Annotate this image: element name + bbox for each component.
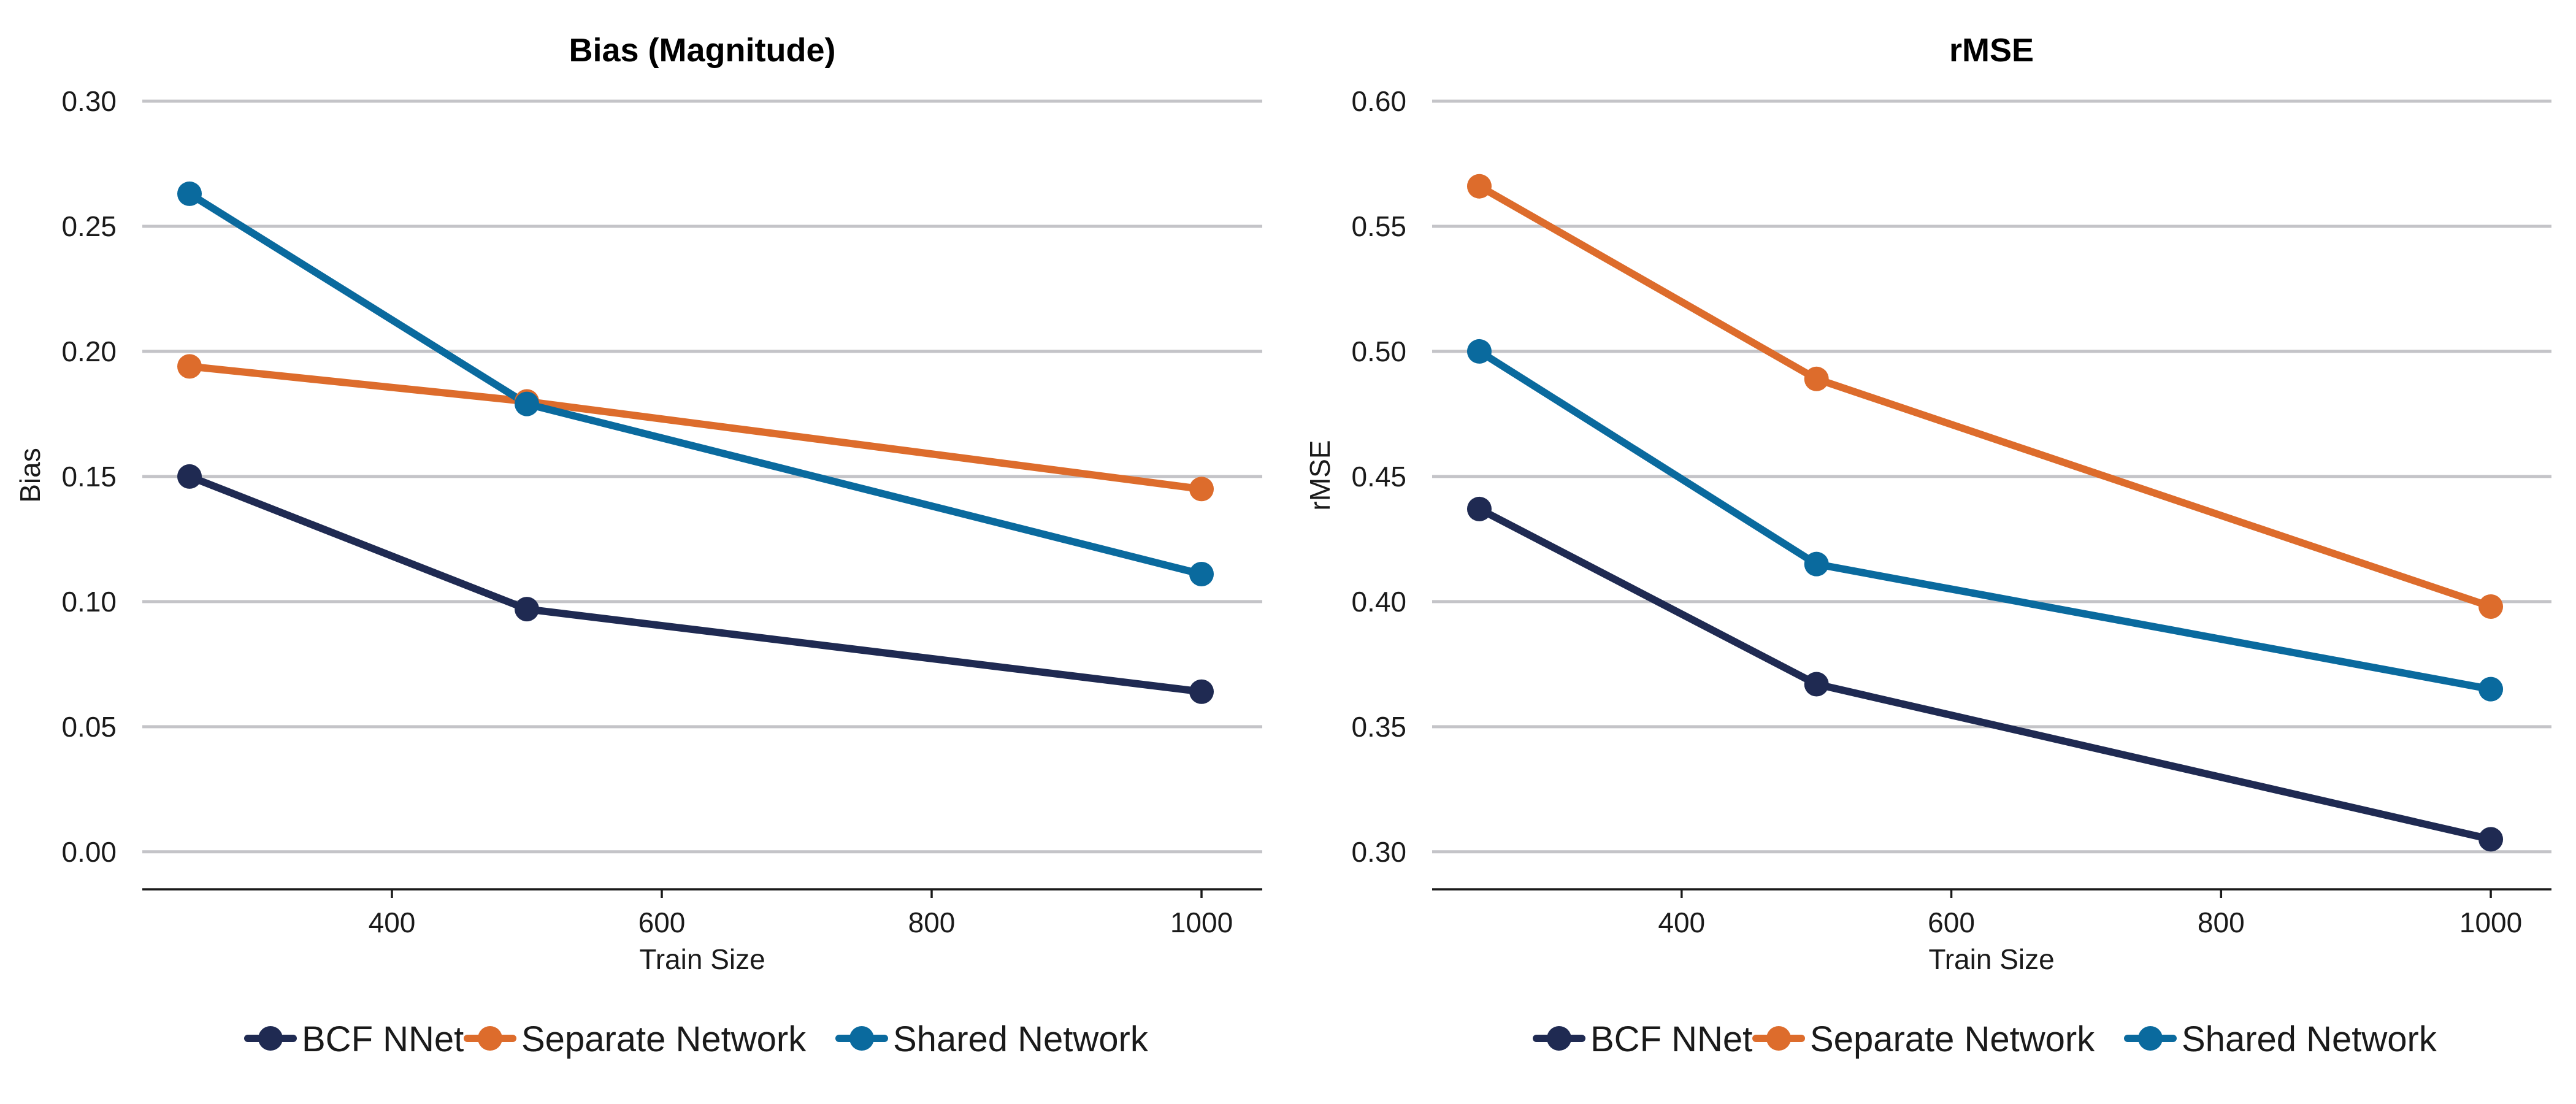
data-point bbox=[2478, 677, 2504, 702]
data-point bbox=[177, 354, 202, 379]
x-tick-label: 800 bbox=[2198, 907, 2245, 938]
legend-label: Shared Network bbox=[893, 1019, 1149, 1059]
x-tick-label: 600 bbox=[638, 907, 686, 938]
legend-item: Separate Network bbox=[464, 1019, 807, 1059]
data-point bbox=[1466, 496, 1492, 521]
y-tick-label: 0.55 bbox=[1351, 210, 1406, 242]
y-tick-label: 0.15 bbox=[61, 461, 117, 493]
y-tick-label: 0.30 bbox=[1351, 836, 1406, 868]
legend-key-marker bbox=[1547, 1026, 1571, 1051]
data-point bbox=[1189, 562, 1214, 586]
y-tick-label: 0.30 bbox=[61, 85, 117, 117]
data-point bbox=[515, 597, 539, 622]
series-line bbox=[1476, 347, 2495, 693]
y-tick-label: 0.20 bbox=[61, 335, 117, 367]
x-tick-label: 400 bbox=[369, 907, 416, 938]
y-tick-label: 0.60 bbox=[1351, 85, 1406, 117]
legend-item: BCF NNet bbox=[244, 1019, 464, 1059]
legend: BCF NNet Separate Network Shared Network bbox=[1533, 1019, 2437, 1059]
chart-title: Bias (Magnitude) bbox=[569, 32, 835, 69]
legend-key-marker bbox=[2138, 1026, 2163, 1051]
series-line bbox=[186, 362, 1205, 493]
legend-key-marker bbox=[258, 1026, 283, 1051]
y-tick-label: 0.45 bbox=[1351, 461, 1406, 493]
data-point bbox=[1466, 174, 1492, 199]
data-point bbox=[1804, 366, 1829, 391]
y-tick-label: 0.10 bbox=[61, 586, 117, 618]
legend-label: Separate Network bbox=[521, 1019, 807, 1059]
x-axis-title: Train Size bbox=[1928, 943, 2054, 975]
chart-title: rMSE bbox=[1949, 32, 2034, 69]
legend-item: Shared Network bbox=[835, 1019, 1149, 1059]
y-tick-label: 0.50 bbox=[1351, 335, 1406, 367]
legend-item: Separate Network bbox=[1752, 1019, 2095, 1059]
legend: BCF NNet Separate Network Shared Network bbox=[244, 1019, 1149, 1059]
data-point bbox=[1466, 339, 1492, 364]
x-tick-label: 1000 bbox=[2459, 907, 2522, 938]
y-axis-title: rMSE bbox=[1304, 440, 1336, 511]
x-tick-label: 600 bbox=[1928, 907, 1975, 938]
data-point bbox=[1189, 477, 1214, 502]
y-tick-label: 0.00 bbox=[61, 836, 117, 868]
legend-key-marker bbox=[849, 1026, 874, 1051]
data-point bbox=[1189, 679, 1214, 704]
series-line bbox=[186, 472, 1205, 696]
chart-panel-1: 0.00 0.05 0.10 0.15 0.20 0.25 0.30 400 600 800 100… bbox=[14, 32, 1262, 1059]
x-axis-title: Train Size bbox=[639, 943, 765, 975]
y-tick-label: 0.40 bbox=[1351, 586, 1406, 618]
y-axis-title: Bias bbox=[14, 448, 46, 502]
legend-label: Shared Network bbox=[2182, 1019, 2437, 1059]
data-point bbox=[515, 391, 539, 416]
data-point bbox=[177, 464, 202, 489]
legend-label: BCF NNet bbox=[1590, 1019, 1752, 1059]
legend-item: BCF NNet bbox=[1533, 1019, 1752, 1059]
series-line bbox=[1476, 182, 2495, 610]
x-tick-label: 1000 bbox=[1170, 907, 1233, 938]
legend-key-marker bbox=[1766, 1026, 1791, 1051]
legend-key-marker bbox=[478, 1026, 502, 1051]
legend-label: BCF NNet bbox=[302, 1019, 464, 1059]
y-tick-label: 0.05 bbox=[61, 711, 117, 743]
legend-label: Separate Network bbox=[1810, 1019, 2095, 1059]
data-point bbox=[2478, 594, 2504, 619]
data-point bbox=[177, 181, 202, 206]
x-tick-label: 800 bbox=[908, 907, 956, 938]
legend-item: Shared Network bbox=[2124, 1019, 2437, 1059]
data-point bbox=[1804, 551, 1829, 577]
y-tick-label: 0.35 bbox=[1351, 711, 1406, 743]
y-tick-label: 0.25 bbox=[61, 210, 117, 242]
data-point bbox=[1804, 672, 1829, 697]
x-tick-label: 400 bbox=[1658, 907, 1705, 938]
chart-panel-2: 0.30 0.35 0.40 0.45 0.50 0.55 0.60 400 600 800 100… bbox=[1304, 32, 2551, 1059]
data-point bbox=[2478, 827, 2504, 852]
